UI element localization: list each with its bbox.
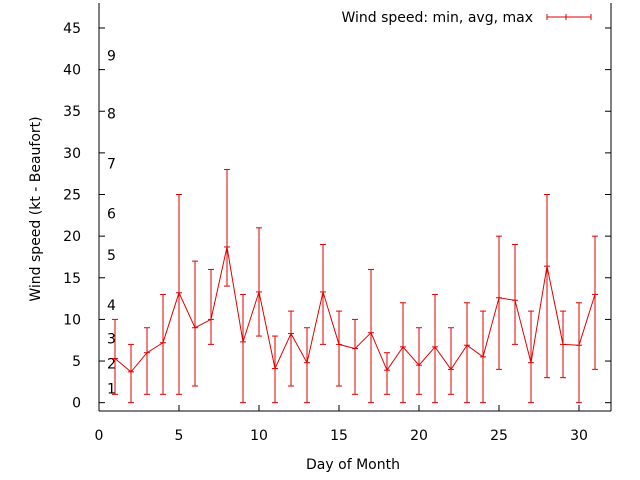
x-tick-label: 5 [175,428,184,444]
y-tick-label: 20 [63,229,81,245]
beaufort-label: 7 [107,157,116,173]
beaufort-label: 5 [107,248,116,264]
x-tick-label: 30 [570,428,588,444]
y-tick-label: 15 [63,271,81,287]
beaufort-label: 2 [107,356,116,372]
x-tick-label: 0 [95,428,104,444]
x-tick-label: 25 [490,428,508,444]
x-tick-label: 10 [250,428,268,444]
beaufort-label: 4 [107,298,116,314]
beaufort-label: 9 [107,48,116,64]
y-tick-label: 10 [63,312,81,328]
y-tick-label: 0 [72,396,81,412]
y-tick-label: 35 [63,104,81,120]
y-tick-label: 30 [63,146,81,162]
data-series [112,169,598,404]
beaufort-label: 8 [107,107,116,123]
beaufort-label: 1 [107,381,116,397]
beaufort-label: 3 [107,331,116,347]
x-axis-label: Day of Month [306,457,400,473]
legend-label: Wind speed: min, avg, max [341,10,533,26]
y-tick-label: 45 [63,21,81,37]
legend: Wind speed: min, avg, max [341,10,592,26]
y-tick-label: 25 [63,188,81,204]
y-axis-label: Wind speed (kt - Beaufort) [28,116,44,301]
beaufort-label: 6 [107,206,116,222]
y-tick-label: 40 [63,63,81,79]
x-tick-label: 20 [410,428,428,444]
x-tick-label: 15 [330,428,348,444]
beaufort-labels: 1 2 3 4 5 6 7 8 9 [107,48,116,397]
y-tick-label: 5 [72,354,81,370]
